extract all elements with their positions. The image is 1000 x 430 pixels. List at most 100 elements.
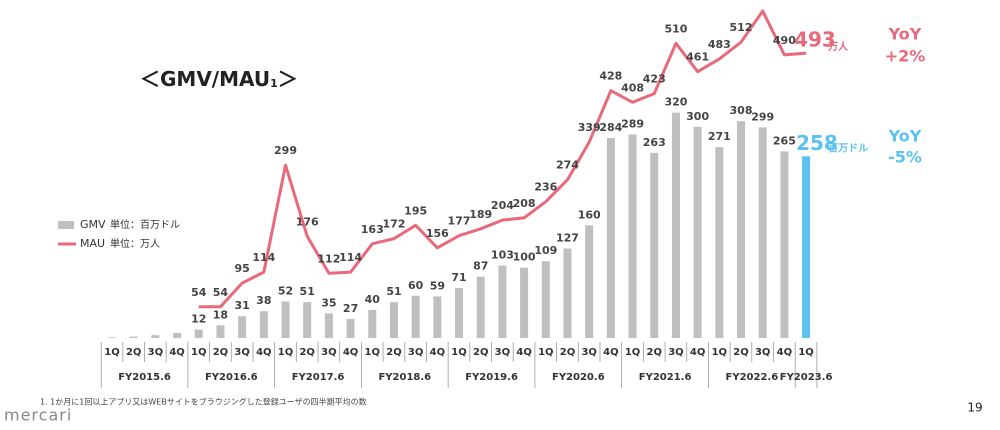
- gmv-bar: [433, 296, 442, 338]
- gmv-yoy-label: YoY: [888, 127, 922, 146]
- x-tick-label: 1Q: [278, 347, 293, 358]
- legend-swatch: [58, 221, 74, 229]
- gmv-bar: [802, 156, 811, 338]
- x-tick-label: 3Q: [755, 347, 770, 358]
- gmv-bar: [520, 267, 529, 338]
- x-tick-label: 3Q: [581, 347, 596, 358]
- fiscal-year-label: FY2016.6: [205, 372, 258, 383]
- gmv-value-label: 59: [430, 279, 445, 292]
- x-tick-label: 2Q: [647, 347, 662, 358]
- mau-value-label: 172: [382, 218, 405, 231]
- chart-title: ＜GMV/MAU1＞: [140, 67, 298, 91]
- mau-value-label: 177: [448, 215, 471, 228]
- mau-value-label: 408: [621, 81, 644, 94]
- fiscal-year-label: FY2019.6: [465, 372, 518, 383]
- mau-latest-label: 493: [794, 28, 836, 52]
- gmv-bar: [411, 295, 420, 338]
- gmv-bar: [259, 311, 268, 338]
- gmv-bar: [541, 261, 550, 338]
- gmv-bar: [585, 225, 594, 338]
- mau-value-label: 510: [664, 22, 687, 35]
- mau-yoy: +2%: [885, 47, 926, 66]
- page-number: 19: [967, 401, 982, 415]
- mau-value-label: 236: [534, 181, 557, 194]
- gmv-bar: [303, 302, 312, 338]
- mau-value-label: 490: [773, 34, 796, 47]
- gmv-latest-unit: 百万ドル: [828, 142, 868, 154]
- gmv-bar: [108, 337, 116, 338]
- gmv-bar: [346, 318, 355, 338]
- mau-value-label: 423: [643, 73, 666, 86]
- x-tick-label: 3Q: [495, 347, 510, 358]
- gmv-bar: [173, 333, 182, 338]
- legend-label: GMV: [80, 218, 106, 231]
- gmv-value-label: 289: [621, 117, 644, 130]
- x-tick-label: 1Q: [538, 347, 553, 358]
- mau-yoy-label: YoY: [888, 25, 922, 44]
- x-tick-label: 2Q: [733, 347, 748, 358]
- gmv-value-label: 127: [556, 232, 579, 245]
- gmv-value-label: 300: [686, 110, 709, 123]
- gmv-bar: [281, 301, 290, 338]
- x-tick-label: 1Q: [798, 347, 813, 358]
- gmv-bar: [238, 316, 247, 338]
- mau-value-label: 274: [556, 159, 579, 172]
- gmv-value-label: 265: [773, 134, 796, 147]
- mau-line: [198, 9, 807, 309]
- x-tick-label: 1Q: [625, 347, 640, 358]
- fiscal-year-label: FY2018.6: [378, 372, 431, 383]
- mau-value-label: 163: [361, 223, 384, 236]
- gmv-latest-label: 258: [796, 131, 838, 155]
- gmv-value-label: 271: [708, 130, 731, 143]
- x-tick-label: 2Q: [126, 347, 141, 358]
- mau-value-label: 95: [234, 262, 249, 275]
- gmv-value-label: 18: [213, 308, 228, 321]
- fiscal-year-label: FY2022.6: [726, 372, 779, 383]
- x-tick-label: 3Q: [408, 347, 423, 358]
- x-tick-label: 1Q: [451, 347, 466, 358]
- footnote: 1. 1か月に1回以上アプリ又はWEBサイトをブラウジングした登録ユーザの四半期…: [40, 397, 367, 407]
- x-tick-label: 1Q: [365, 347, 380, 358]
- gmv-yoy: -5%: [888, 148, 922, 167]
- x-tick-label: 4Q: [603, 347, 618, 358]
- mau-value-label: 114: [339, 251, 362, 264]
- gmv-bar: [498, 265, 507, 338]
- gmv-bar: [606, 138, 615, 338]
- mau-value-label: 483: [708, 38, 731, 51]
- x-tick-label: 4Q: [777, 347, 792, 358]
- mau-value-label: 204: [491, 199, 514, 212]
- title-text: ＜GMV/MAU: [140, 67, 270, 91]
- mau-value-label: 54: [213, 286, 229, 299]
- gmv-value-label: 27: [343, 302, 358, 315]
- legend-unit: 単位：百万ドル: [110, 218, 180, 231]
- mau-value-label: 512: [730, 21, 753, 34]
- mau-value-label: 208: [513, 197, 536, 210]
- gmv-value-label: 31: [234, 299, 249, 312]
- gmv-value-label: 320: [664, 96, 687, 109]
- gmv-value-label: 308: [730, 104, 753, 117]
- mau-value-label: 195: [404, 204, 427, 217]
- gmv-value-label: 40: [365, 293, 381, 306]
- mau-value-label: 156: [426, 227, 449, 240]
- x-tick-label: 2Q: [386, 347, 401, 358]
- mau-value-label: 566: [751, 0, 774, 3]
- x-tick-label: 4Q: [430, 347, 445, 358]
- mau-value-label: 54: [191, 286, 207, 299]
- gmv-value-label: 35: [321, 296, 336, 309]
- logo: mercari: [4, 406, 72, 425]
- mau-value-label: 176: [296, 215, 319, 228]
- fiscal-year-label: FY2015.6: [118, 372, 171, 383]
- mau-value-label: 339: [578, 121, 601, 134]
- gmv-bar: [693, 126, 702, 338]
- gmv-bar: [455, 288, 464, 338]
- gmv-bar: [129, 336, 138, 338]
- x-tick-label: 3Q: [321, 347, 336, 358]
- x-tick-label: 4Q: [256, 347, 271, 358]
- gmv-bar: [737, 121, 746, 338]
- gmv-bar: [780, 151, 789, 338]
- fiscal-year-label: FY2017.6: [292, 372, 345, 383]
- x-tick-label: 4Q: [690, 347, 705, 358]
- gmv-bar: [324, 313, 333, 338]
- gmv-bar: [476, 276, 485, 338]
